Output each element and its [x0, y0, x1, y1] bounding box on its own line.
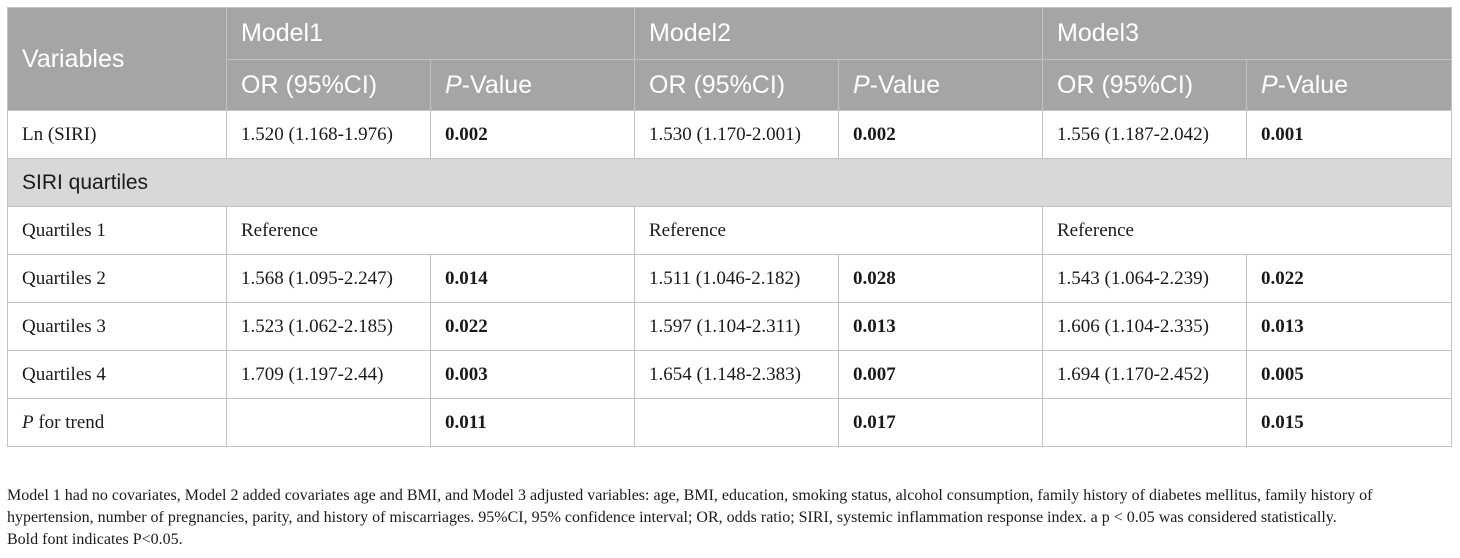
section-row-siri-quartiles: SIRI quartiles — [7, 158, 1452, 207]
empty-cell — [634, 398, 839, 447]
variables-header: Variables — [7, 7, 227, 111]
or-cell: 1.568 (1.095-2.247) — [226, 254, 431, 303]
footnote-models: Model 1 had no covariates, Model 2 added… — [7, 487, 1373, 526]
row-label: Ln (SIRI) — [7, 110, 227, 159]
row-label: Quartiles 2 — [7, 254, 227, 303]
results-table-container: Variables Model1 Model2 Model3 OR (95%CI… — [7, 7, 1452, 447]
p-value-cell: 0.002 — [430, 110, 635, 159]
table-row-quartiles-4: Quartiles 4 1.709 (1.197-2.44) 0.003 1.6… — [7, 350, 1452, 399]
or-cell: 1.694 (1.170-2.452) — [1042, 350, 1247, 399]
model2-header: Model2 — [634, 7, 1043, 60]
p-value-cell: 0.028 — [838, 254, 1043, 303]
table-footnotes: Model 1 had no covariates, Model 2 added… — [7, 485, 1453, 551]
footnote-bold: Bold font indicates P<0.05. — [7, 531, 183, 548]
table-row-quartiles-2: Quartiles 2 1.568 (1.095-2.247) 0.014 1.… — [7, 254, 1452, 303]
reference-cell: Reference — [634, 206, 1043, 255]
p-value-cell: 0.003 — [430, 350, 635, 399]
row-label: P for trend — [7, 398, 227, 447]
header-row-models: Variables Model1 Model2 Model3 — [7, 7, 1452, 111]
or-cell: 1.520 (1.168-1.976) — [226, 110, 431, 159]
model1-header: Model1 — [226, 7, 635, 60]
row-label: Quartiles 4 — [7, 350, 227, 399]
trend-p-value-cell: 0.017 — [838, 398, 1043, 447]
or-cell: 1.709 (1.197-2.44) — [226, 350, 431, 399]
trend-p-value-cell: 0.015 — [1246, 398, 1452, 447]
table-row-p-for-trend: P for trend 0.011 0.017 0.015 — [7, 398, 1452, 447]
p-value-header: P-Value — [838, 59, 1043, 111]
or-cell: 1.606 (1.104-2.335) — [1042, 302, 1247, 351]
row-label: Quartiles 1 — [7, 206, 227, 255]
or-cell: 1.523 (1.062-2.185) — [226, 302, 431, 351]
or-cell: 1.654 (1.148-2.383) — [634, 350, 839, 399]
table-row-quartiles-3: Quartiles 3 1.523 (1.062-2.185) 0.022 1.… — [7, 302, 1452, 351]
p-value-cell: 0.022 — [1246, 254, 1452, 303]
section-label: SIRI quartiles — [7, 158, 1452, 207]
or-header: OR (95%CI) — [1042, 59, 1247, 111]
results-table: Variables Model1 Model2 Model3 OR (95%CI… — [7, 7, 1452, 447]
table-row-ln-siri: Ln (SIRI) 1.520 (1.168-1.976) 0.002 1.53… — [7, 110, 1452, 159]
or-cell: 1.511 (1.046-2.182) — [634, 254, 839, 303]
p-value-cell: 0.014 — [430, 254, 635, 303]
p-value-header: P-Value — [1246, 59, 1452, 111]
p-value-cell: 0.022 — [430, 302, 635, 351]
empty-cell — [226, 398, 431, 447]
or-header: OR (95%CI) — [226, 59, 431, 111]
or-header: OR (95%CI) — [634, 59, 839, 111]
p-value-cell: 0.005 — [1246, 350, 1452, 399]
or-cell: 1.597 (1.104-2.311) — [634, 302, 839, 351]
or-cell: 1.556 (1.187-2.042) — [1042, 110, 1247, 159]
p-value-cell: 0.013 — [1246, 302, 1452, 351]
reference-cell: Reference — [226, 206, 635, 255]
p-value-cell: 0.013 — [838, 302, 1043, 351]
trend-p-value-cell: 0.011 — [430, 398, 635, 447]
row-label: Quartiles 3 — [7, 302, 227, 351]
p-value-cell: 0.001 — [1246, 110, 1452, 159]
model3-header: Model3 — [1042, 7, 1452, 60]
or-cell: 1.543 (1.064-2.239) — [1042, 254, 1247, 303]
empty-cell — [1042, 398, 1247, 447]
p-value-header: P-Value — [430, 59, 635, 111]
header-row-columns: OR (95%CI) P-Value OR (95%CI) P-Value OR… — [8, 59, 1452, 111]
p-value-cell: 0.007 — [838, 350, 1043, 399]
table-row-quartiles-1: Quartiles 1 Reference Reference Referenc… — [7, 206, 1452, 255]
or-cell: 1.530 (1.170-2.001) — [634, 110, 839, 159]
reference-cell: Reference — [1042, 206, 1452, 255]
p-value-cell: 0.002 — [838, 110, 1043, 159]
